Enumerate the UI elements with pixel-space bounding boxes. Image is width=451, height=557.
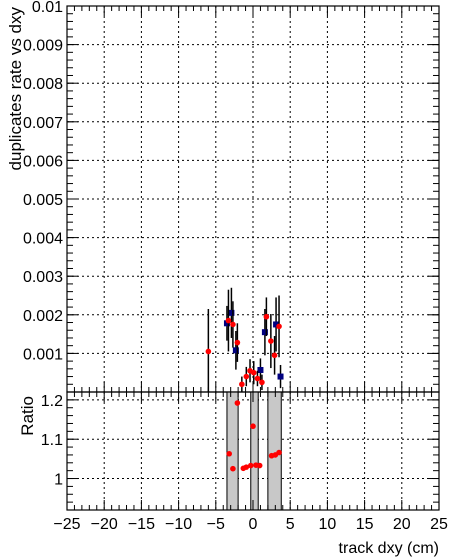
data-point-square bbox=[261, 329, 268, 336]
data-point-circle bbox=[243, 373, 250, 380]
x-tick-label: 25 bbox=[430, 516, 448, 533]
data-point-circle bbox=[234, 339, 241, 346]
data-point-circle bbox=[205, 348, 212, 355]
data-point-square bbox=[232, 347, 239, 354]
main-panel: 0.001 0.002 0.003 0.004 0.005 0.006 0.007 0.008… bbox=[6, 0, 440, 393]
ratio-y-axis-label: Ratio bbox=[18, 396, 37, 436]
y-tick-label: 0.008 bbox=[23, 76, 63, 93]
x-tick-label: 5 bbox=[286, 516, 295, 533]
main-series bbox=[205, 287, 284, 392]
x-axis-label: track dxy (cm) bbox=[339, 540, 439, 557]
y-tick-label: 1.1 bbox=[41, 432, 63, 449]
y-tick-label: 1.2 bbox=[41, 393, 63, 410]
data-point-square bbox=[277, 373, 284, 380]
x-tick-label: −25 bbox=[53, 516, 80, 533]
y-tick-label: 0.002 bbox=[23, 308, 63, 325]
y-tick-label: 0.01 bbox=[32, 0, 63, 16]
ratio-uncertainty-bands bbox=[226, 391, 282, 511]
y-tick-label: 0.009 bbox=[23, 38, 63, 55]
data-point-square bbox=[228, 309, 235, 316]
data-point-circle bbox=[263, 313, 270, 320]
y-tick-label: 0.004 bbox=[23, 231, 63, 248]
data-point-circle bbox=[239, 381, 245, 388]
data-point-circle bbox=[250, 423, 256, 430]
data-point-circle bbox=[276, 449, 282, 456]
ratio-series bbox=[226, 400, 282, 472]
y-tick-label: 0.007 bbox=[23, 115, 63, 132]
x-tick-label: 0 bbox=[249, 516, 258, 533]
x-tick-label: 20 bbox=[393, 516, 411, 533]
data-point-circle bbox=[271, 352, 278, 359]
data-point-square bbox=[257, 366, 264, 373]
y-tick-label: 0.003 bbox=[23, 269, 63, 286]
data-point-circle bbox=[234, 400, 241, 406]
data-point-circle bbox=[254, 375, 261, 382]
main-gridlines bbox=[67, 6, 439, 392]
y-tick-label: 0.001 bbox=[23, 346, 63, 363]
y-tick-label: 0.005 bbox=[23, 192, 63, 209]
x-tick-label: −5 bbox=[207, 516, 225, 533]
main-y-axis-label: duplicates rate vs dxy bbox=[6, 7, 25, 171]
data-point-circle bbox=[259, 379, 265, 386]
y-tick-label: 1 bbox=[54, 472, 63, 489]
y-tick-label: 0.006 bbox=[23, 153, 63, 170]
uncertainty-band bbox=[226, 391, 239, 511]
x-tick-label: −10 bbox=[165, 516, 192, 533]
data-point-circle bbox=[250, 369, 257, 376]
data-point-circle bbox=[226, 450, 232, 457]
ratio-ticks: −25 −20 −15 −10 −5 0 5 10 15 20 25 1 1.1 1.2 bbox=[41, 392, 448, 533]
x-tick-label: −20 bbox=[91, 516, 118, 533]
x-tick-label: 10 bbox=[319, 516, 337, 533]
x-tick-label: −15 bbox=[128, 516, 155, 533]
uncertainty-band bbox=[250, 391, 259, 511]
data-point-square bbox=[273, 321, 280, 328]
data-point-circle bbox=[230, 321, 236, 328]
data-point-square bbox=[223, 320, 230, 327]
data-point-circle bbox=[243, 464, 250, 470]
data-point-circle bbox=[225, 317, 232, 324]
x-tick-label: 15 bbox=[356, 516, 374, 533]
data-point-circle bbox=[247, 462, 254, 469]
data-point-circle bbox=[276, 323, 282, 330]
data-point-circle bbox=[268, 338, 274, 344]
data-point-circle bbox=[230, 465, 236, 472]
ratio-panel: −25 −20 −15 −10 −5 0 5 10 15 20 25 1 1.1 1.2 Ratio tr… bbox=[18, 391, 448, 557]
data-point-circle bbox=[256, 462, 263, 469]
